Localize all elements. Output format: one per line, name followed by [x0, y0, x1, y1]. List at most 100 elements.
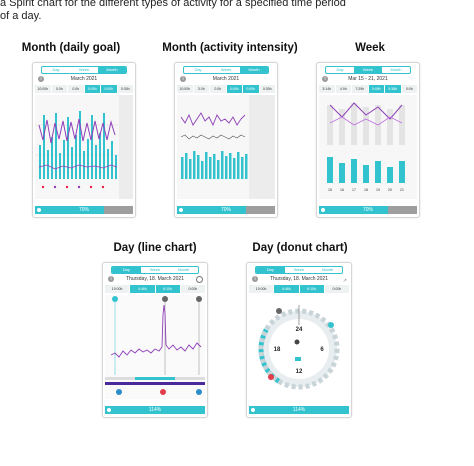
bar	[75, 135, 77, 179]
event-marker-icon[interactable]	[162, 296, 168, 302]
event-marker-icon[interactable]	[112, 296, 118, 302]
x-tick-label: 16	[340, 188, 344, 192]
bar	[351, 159, 357, 183]
metric-cell[interactable]: 3.0h	[193, 85, 209, 93]
metric-cell[interactable]: 10:00h	[35, 85, 51, 93]
bar	[67, 117, 69, 179]
tab-month[interactable]: Month	[98, 67, 126, 73]
tab-month[interactable]: Month	[390, 67, 402, 72]
tab-month[interactable]: Month	[322, 267, 334, 272]
timeline-selection[interactable]	[135, 377, 175, 380]
metric-cell[interactable]: 0:00h	[101, 85, 117, 93]
x-tick-label: 20	[388, 188, 392, 192]
donut-view-toggle-icon[interactable]	[196, 276, 203, 283]
bar	[71, 147, 73, 179]
progress-fill	[177, 206, 246, 214]
metric-cell[interactable]: 0:00h	[180, 285, 205, 293]
food-icon[interactable]	[196, 389, 202, 395]
bar	[193, 151, 196, 179]
info-icon[interactable]: i	[38, 76, 44, 82]
event-marker-icon[interactable]	[196, 296, 202, 302]
bar	[51, 137, 53, 179]
bar	[87, 139, 89, 179]
progress-icon	[251, 408, 255, 412]
metric-cell[interactable]: 0.0h	[51, 85, 67, 93]
tab-day[interactable]: Day	[52, 67, 60, 72]
progress-icon	[37, 208, 41, 212]
tab-week[interactable]: Week	[293, 267, 305, 272]
metric-cell[interactable]: 10:00h	[249, 285, 274, 293]
goal-line-series	[38, 118, 116, 144]
metric-cell[interactable]: 5:38h	[385, 85, 401, 93]
metric-cell[interactable]: 0:00h	[84, 85, 100, 93]
metric-cell[interactable]: 6:10h	[299, 285, 324, 293]
x-tick-label: 19	[376, 188, 380, 192]
tab-day[interactable]: Day	[194, 67, 202, 72]
bar	[63, 140, 65, 179]
metric-cell[interactable]: 0:49h	[368, 85, 384, 93]
date-header: i Thursday, 18. March 2021	[105, 275, 205, 283]
progress-icon	[179, 208, 183, 212]
food-icon[interactable]	[116, 389, 122, 395]
metric-cell[interactable]: 10:00h	[105, 285, 130, 293]
range-bar	[399, 105, 405, 145]
sleep-band	[105, 382, 205, 385]
progress-label: 70%	[362, 207, 373, 213]
date-header: i Thursday, 18. March 2021 ↗	[249, 275, 349, 284]
metric-cell[interactable]: 0:30h	[117, 85, 133, 93]
progress-fill	[249, 406, 349, 414]
bar	[91, 115, 93, 179]
metric-cell[interactable]: 10:00h	[177, 85, 193, 93]
info-icon[interactable]: i	[322, 76, 328, 82]
range-bar	[387, 109, 393, 145]
bar	[221, 151, 224, 179]
tab-month[interactable]: Month	[178, 267, 190, 272]
info-icon[interactable]: i	[180, 76, 186, 82]
period-tabs: Day Week Month	[255, 266, 343, 274]
metric-cell[interactable]: 0.0h	[68, 85, 84, 93]
marker	[65, 185, 69, 189]
tab-day[interactable]: Day	[336, 67, 344, 72]
metric-cell[interactable]: 0.0h	[210, 85, 226, 93]
heading-month-intensity: Month (activity intensity)	[162, 42, 298, 54]
tab-week[interactable]: Week	[354, 67, 382, 73]
line-chart-toggle-icon[interactable]: ↗	[342, 278, 347, 284]
metric-cell[interactable]: 0:30h	[259, 85, 275, 93]
tab-week[interactable]: Week	[220, 67, 232, 72]
intensity-line-high	[180, 112, 246, 127]
x-tick-label: 21	[400, 188, 404, 192]
metric-cell[interactable]: 4.9h	[335, 85, 351, 93]
tab-day[interactable]: Day	[112, 267, 141, 273]
medication-icon[interactable]	[160, 389, 166, 395]
medication-icon[interactable]	[268, 374, 274, 380]
metric-cell[interactable]: 6:10h	[155, 285, 180, 293]
info-icon[interactable]: i	[108, 276, 114, 282]
metric-cell[interactable]: 0:00h	[324, 285, 349, 293]
phone-day-donut: Day Week Month i Thursday, 18. March 202…	[246, 262, 352, 418]
donut-inner-face	[269, 319, 329, 379]
period-tabs: Day Week Month	[111, 266, 199, 274]
metric-cell[interactable]: 0:00h	[226, 85, 242, 93]
metric-cell[interactable]: 4:46h	[130, 285, 155, 293]
bar	[39, 145, 41, 179]
progress-icon	[107, 408, 111, 412]
month-goal-chart	[35, 95, 133, 199]
daily-progress-bar: 114%	[105, 406, 205, 414]
event-marker-icon[interactable]	[276, 308, 282, 314]
range-bar	[351, 103, 357, 145]
metric-cell[interactable]: 3:14h	[319, 85, 335, 93]
metric-cell[interactable]: 0:0h	[401, 85, 417, 93]
info-icon[interactable]: i	[252, 276, 258, 282]
event-marker-icon[interactable]	[328, 322, 334, 328]
metric-cell[interactable]: 7:29h	[352, 85, 368, 93]
bar	[197, 155, 200, 179]
tab-day[interactable]: Day	[256, 267, 285, 273]
tab-week[interactable]: Week	[149, 267, 161, 272]
metric-cell[interactable]: 4:46h	[274, 285, 299, 293]
metric-cell[interactable]: 0:00h	[243, 85, 259, 93]
tab-week[interactable]: Week	[78, 67, 90, 72]
phone-month-goal: Day Week Month i March 2021 10:00h 0.0h …	[32, 62, 136, 218]
bar	[185, 153, 188, 179]
tab-month[interactable]: Month	[240, 67, 268, 73]
bar	[245, 154, 248, 179]
